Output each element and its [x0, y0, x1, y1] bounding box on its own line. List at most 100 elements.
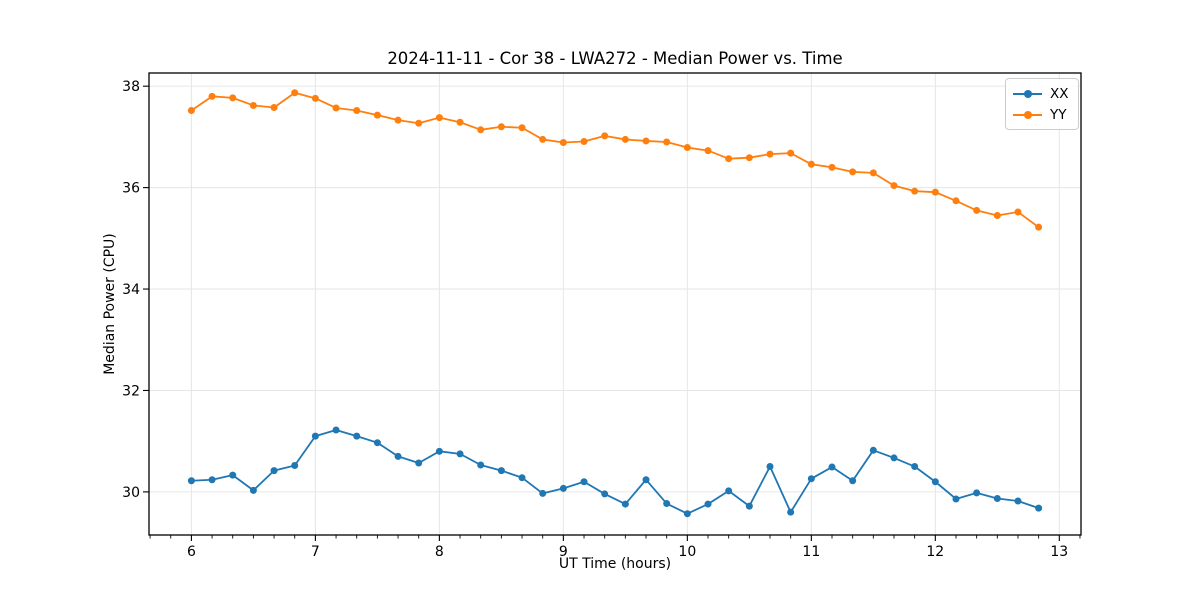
data-point-YY: [869, 169, 877, 177]
data-point-YY: [208, 92, 216, 100]
y-tick-label: 30: [122, 485, 140, 501]
data-point-YY: [291, 89, 299, 97]
data-point-XX: [415, 459, 423, 467]
data-point-XX: [725, 487, 733, 495]
data-point-YY: [973, 206, 981, 214]
data-point-XX: [249, 486, 257, 494]
data-point-XX: [456, 450, 464, 458]
data-point-YY: [518, 124, 526, 132]
tick-labels: 6 7 8 9 10 11 12 13 30 32 34 36 38: [122, 79, 1068, 560]
data-point-YY: [249, 101, 257, 109]
data-point-YY: [435, 114, 443, 122]
data-point-YY: [270, 103, 278, 111]
data-point-YY: [580, 137, 588, 145]
data-point-XX: [435, 447, 443, 455]
data-point-YY: [952, 197, 960, 205]
data-point-YY: [415, 119, 423, 127]
data-point-YY: [559, 138, 567, 146]
series-line-YY: [190, 91, 1040, 228]
data-point-YY: [745, 154, 753, 162]
data-point-XX: [663, 500, 671, 508]
data-point-XX: [828, 463, 836, 471]
data-point-XX: [539, 489, 547, 497]
y-axis-label: Median Power (CPU): [102, 233, 118, 375]
series-line-XX: [191, 429, 1039, 515]
data-point-YY: [621, 135, 629, 143]
data-point-XX: [869, 446, 877, 454]
data-point-XX: [787, 508, 795, 516]
data-point-XX: [745, 502, 753, 510]
data-point-XX: [704, 500, 712, 508]
axis-ticks: [143, 85, 1081, 541]
data-point-XX: [270, 467, 278, 475]
data-point-YY: [332, 104, 340, 112]
chart-title: 2024-11-11 - Cor 38 - LWA272 - Median Po…: [387, 49, 843, 68]
data-point-XX: [497, 467, 505, 475]
data-point-YY: [890, 182, 898, 190]
data-point-YY: [849, 168, 857, 176]
data-point-XX: [518, 474, 526, 482]
plot-border: [148, 72, 1082, 536]
data-point-YY: [642, 137, 650, 145]
legend-label-yy: YY: [1050, 106, 1067, 123]
data-point-XX: [559, 484, 567, 492]
legend-line-marker-sample-yy: [1013, 110, 1042, 119]
data-point-YY: [394, 116, 402, 124]
x-tick-label: 11: [802, 544, 820, 560]
data-point-XX: [601, 490, 609, 498]
x-tick-label: 10: [678, 544, 696, 560]
legend-line-marker-sample-xx: [1013, 89, 1042, 98]
x-tick-label: 7: [311, 544, 320, 560]
data-point-YY: [704, 147, 712, 155]
data-point-XX: [291, 462, 299, 470]
x-tick-label: 9: [559, 544, 568, 560]
data-point-XX: [311, 432, 319, 440]
data-point-YY: [725, 155, 733, 163]
data-point-XX: [807, 475, 815, 483]
y-tick-label: 34: [122, 282, 140, 298]
data-point-XX: [890, 454, 898, 462]
data-point-YY: [683, 144, 691, 152]
data-point-XX: [373, 439, 381, 447]
series-XX: [187, 426, 1043, 518]
data-point-YY: [1014, 208, 1022, 216]
data-point-YY: [911, 187, 919, 195]
data-point-YY: [1035, 223, 1043, 231]
data-point-XX: [993, 494, 1001, 502]
data-point-XX: [353, 432, 361, 440]
data-point-XX: [766, 463, 774, 471]
x-tick-label: 6: [187, 544, 196, 560]
data-point-YY: [807, 160, 815, 168]
y-tick-label: 36: [122, 181, 140, 197]
data-point-YY: [601, 132, 609, 140]
data-point-YY: [539, 135, 547, 143]
data-point-XX: [332, 426, 340, 434]
legend-label-xx: XX: [1050, 85, 1069, 102]
data-point-YY: [828, 163, 836, 171]
data-point-XX: [973, 489, 981, 497]
data-point-XX: [642, 476, 650, 484]
data-point-YY: [353, 107, 361, 115]
data-point-XX: [394, 452, 402, 460]
data-point-YY: [993, 212, 1001, 220]
data-point-YY: [497, 123, 505, 131]
data-point-XX: [621, 500, 629, 508]
data-point-XX: [849, 477, 857, 485]
data-point-XX: [229, 471, 237, 479]
grid-lines: [149, 73, 1081, 535]
data-point-XX: [931, 478, 939, 486]
series-YY: [187, 89, 1043, 231]
data-point-XX: [187, 477, 195, 485]
data-point-YY: [787, 149, 795, 157]
data-point-YY: [229, 94, 237, 102]
x-axis-label: UT Time (hours): [558, 556, 672, 572]
y-tick-label: 32: [122, 383, 140, 399]
data-point-XX: [1014, 497, 1022, 505]
data-point-YY: [477, 126, 485, 134]
data-point-YY: [187, 107, 195, 115]
x-tick-label: 12: [926, 544, 944, 560]
data-point-XX: [580, 478, 588, 486]
data-point-XX: [1035, 504, 1043, 512]
